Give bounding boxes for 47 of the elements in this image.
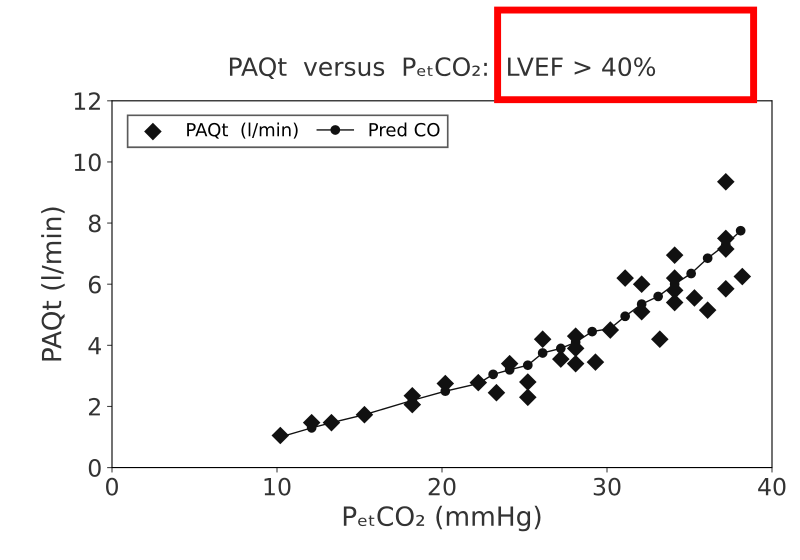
point: [702, 253, 713, 264]
y-tick-label: 2: [88, 398, 100, 416]
point: [686, 268, 696, 278]
y-tick-label: 10: [74, 153, 101, 172]
chart-title: PAQt versus PₑₜCO₂: LVEF > 40%: [230, 57, 656, 80]
legend-label: PAQt (l/min): [187, 122, 298, 139]
point: [717, 280, 735, 298]
point: [488, 384, 506, 402]
point: [717, 173, 735, 191]
point: [686, 289, 704, 307]
point: [566, 354, 584, 372]
y-tick-label: 6: [88, 276, 101, 294]
point: [651, 330, 669, 348]
point: [632, 275, 650, 293]
legend-label: Pred CO: [370, 122, 440, 137]
point: [519, 388, 537, 406]
x-tick-label: 10: [264, 478, 290, 496]
point: [602, 321, 620, 339]
point: [587, 326, 598, 336]
point: [620, 311, 630, 322]
x-axis-title: PₑₜCO₂ (mmHg): [344, 506, 540, 532]
x-tick-label: 40: [758, 478, 786, 496]
y-tick-label: 8: [88, 214, 101, 232]
x-tick-label: 20: [428, 478, 456, 496]
point: [534, 330, 552, 348]
point: [616, 269, 634, 287]
x-tick-label: 30: [594, 478, 620, 496]
point: [734, 268, 752, 286]
point: [322, 414, 340, 432]
y-tick-label: 0: [88, 459, 101, 477]
x-tick-label: 0: [106, 478, 118, 496]
point: [556, 344, 566, 354]
point: [538, 348, 548, 358]
point: [698, 301, 716, 319]
point: [356, 406, 374, 424]
point: [522, 360, 533, 370]
point: [488, 370, 498, 380]
point: [519, 373, 537, 391]
y-tick-label: 12: [74, 92, 100, 110]
point: [653, 292, 664, 302]
point: [586, 353, 604, 371]
y-tick-label: 4: [88, 337, 101, 354]
point: [666, 246, 684, 264]
point: [272, 426, 290, 444]
point: [736, 226, 746, 236]
point: [470, 374, 488, 392]
y-axis-title: PAQt (l/min): [41, 208, 65, 361]
